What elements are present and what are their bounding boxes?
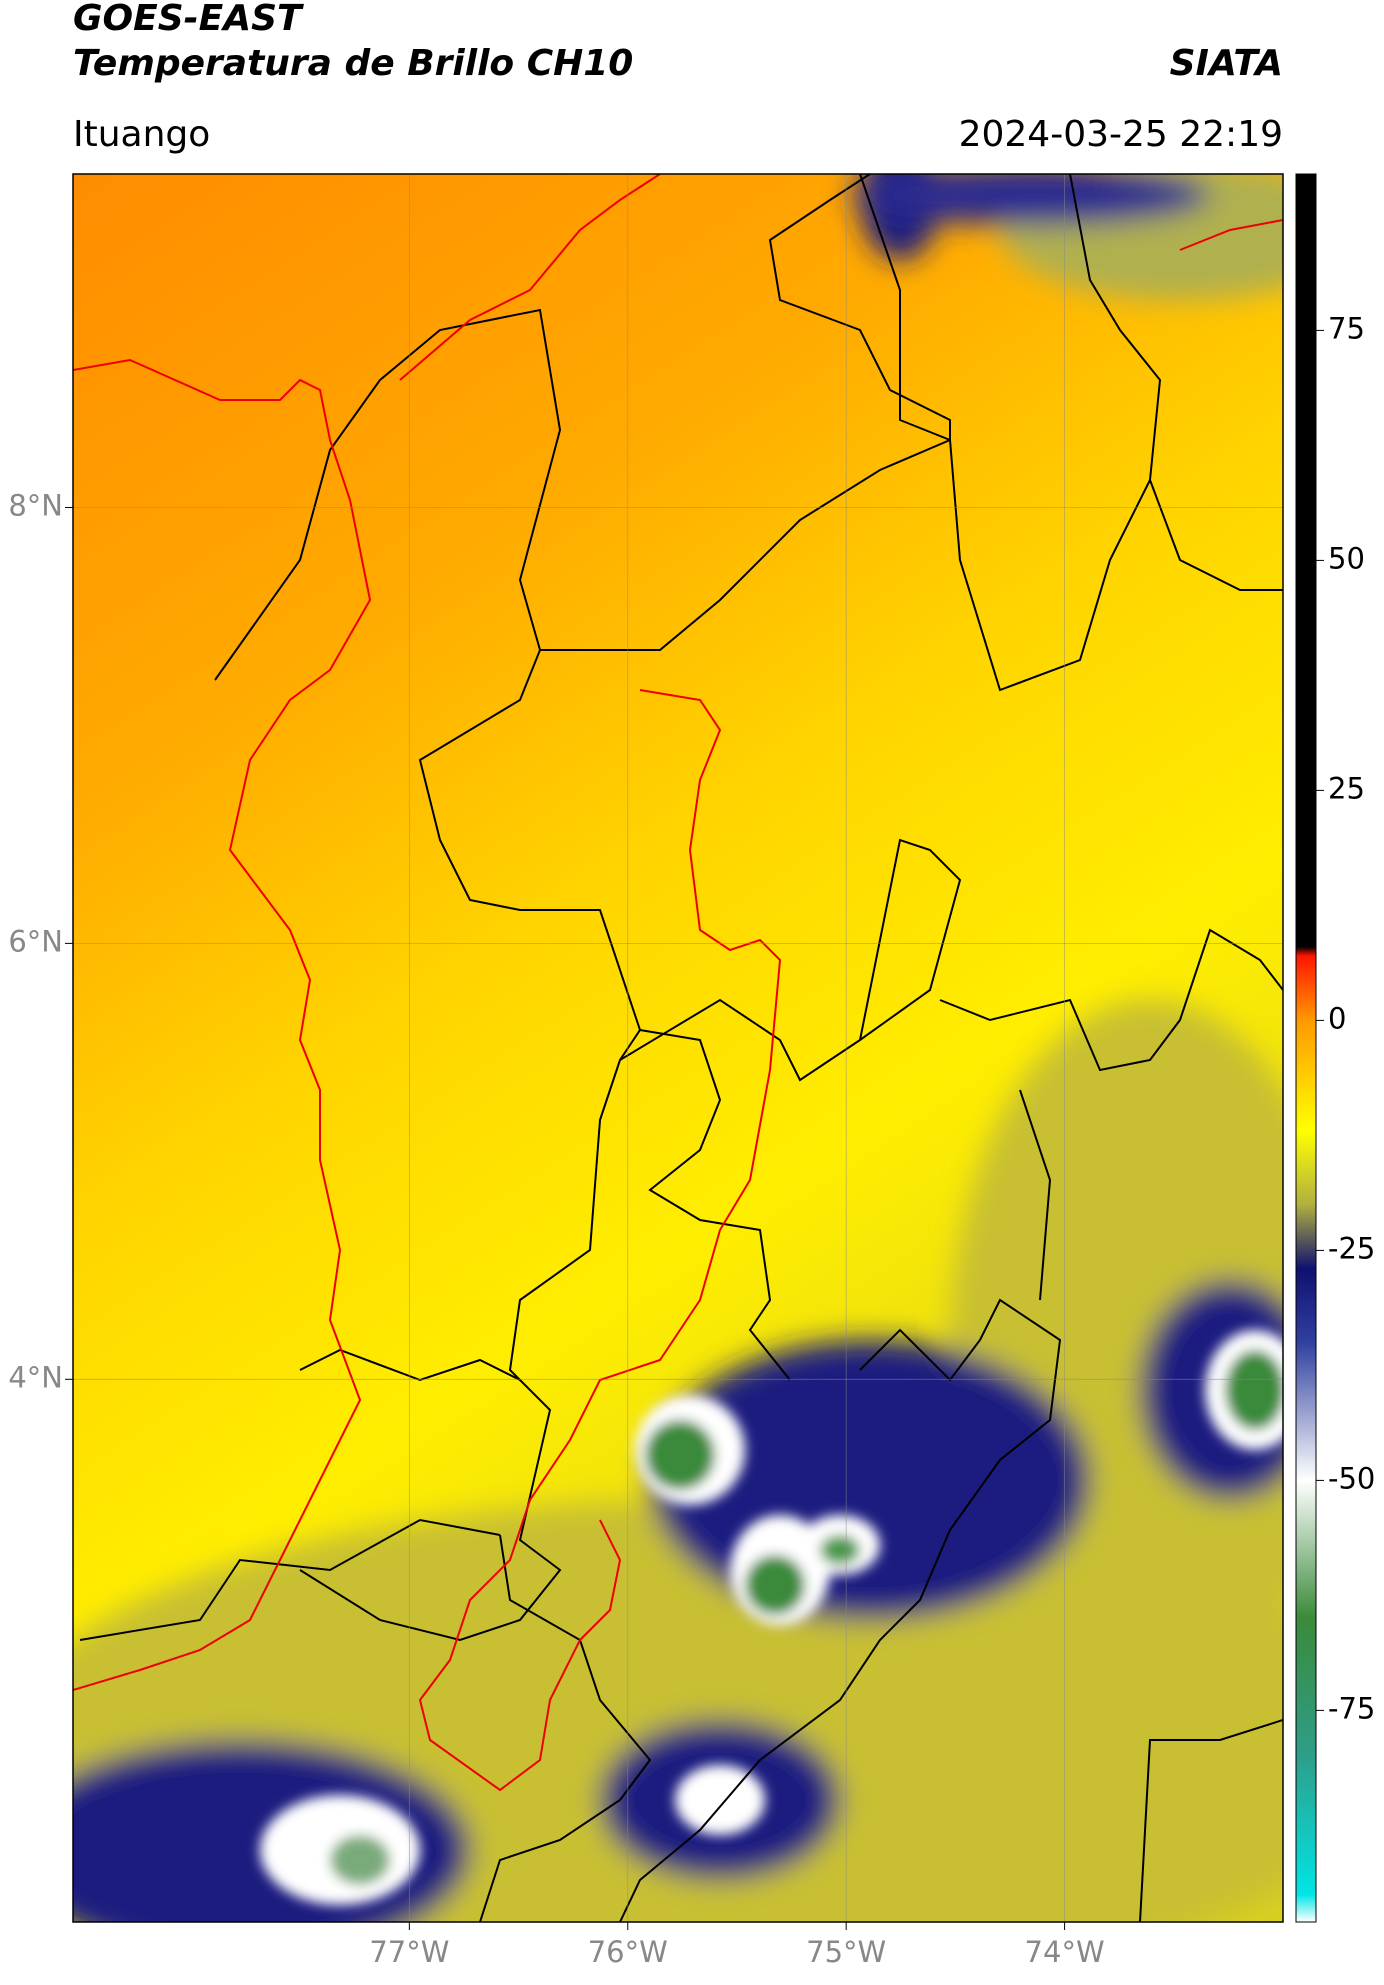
coastline xyxy=(73,174,1283,1691)
map-frame xyxy=(72,173,1284,1923)
lat-tick-label: 8°N xyxy=(8,488,63,522)
colorbar-tick-label: -75 xyxy=(1328,1691,1375,1725)
lat-tick-label: 6°N xyxy=(8,924,63,958)
datetime: 2024-03-25 22:19 xyxy=(959,114,1283,155)
title: GOES-EAST xyxy=(73,0,304,39)
colorbar xyxy=(1295,173,1317,1923)
location: Ituango xyxy=(73,114,210,155)
lon-tick-label: 74°W xyxy=(1025,1935,1105,1969)
colorbar-tick-label: 0 xyxy=(1328,1001,1346,1035)
source: SIATA xyxy=(1170,43,1283,84)
map-field xyxy=(73,174,1283,1922)
lat-tick-label: 4°N xyxy=(8,1360,63,1394)
colorbar-tick-label: -25 xyxy=(1328,1231,1375,1265)
subtitle: Temperatura de Brillo CH10 xyxy=(73,43,633,84)
colorbar-tick-label: 75 xyxy=(1328,311,1365,345)
colorbar-tick-label: -50 xyxy=(1328,1461,1375,1495)
lon-tick-label: 75°W xyxy=(806,1935,886,1969)
admin-borders xyxy=(79,174,1283,1922)
grid xyxy=(73,174,1283,1922)
colorbar-tick-label: 50 xyxy=(1328,541,1365,575)
colorbar-tick-label: 25 xyxy=(1328,771,1365,805)
lon-tick-label: 77°W xyxy=(369,1935,449,1969)
region-boundary xyxy=(418,689,782,1792)
lon-tick-label: 76°W xyxy=(588,1935,668,1969)
